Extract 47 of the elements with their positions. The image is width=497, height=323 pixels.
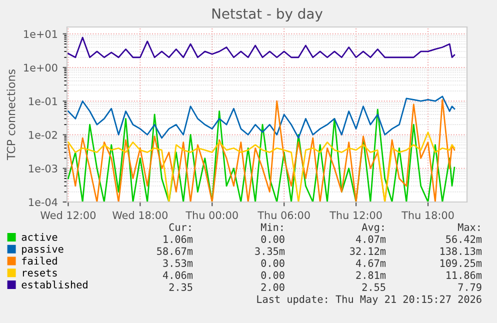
text: 2.81m (356, 271, 386, 279)
legend-label: established (22, 280, 88, 288)
text: 4.07m (356, 235, 386, 243)
line-series (68, 96, 456, 139)
text: 7.79 (458, 283, 482, 291)
y-tick-label: 1e+00 (24, 64, 58, 72)
text: Last update: Thu May 21 20:15:27 2026 (257, 295, 482, 305)
text: 3.35m (255, 247, 285, 255)
text: 109.25m (440, 259, 482, 267)
text: 1.06m (164, 235, 193, 243)
text: Min: (261, 223, 283, 231)
text: 56.42m (446, 235, 482, 243)
line-series (68, 132, 456, 202)
legend-label: active (22, 233, 58, 241)
x-tick-label: Wed 12:00 (40, 211, 96, 220)
y-axis-title: TCP connections (6, 69, 16, 160)
text: 58.67m (157, 247, 193, 255)
text: Avg: (362, 223, 384, 233)
text: 2.35 (169, 283, 192, 291)
x-tick-label: Wed 18:00 (112, 211, 168, 220)
line-series (68, 36, 456, 58)
y-tick-label: 1e-04 (29, 198, 58, 206)
text: 0.00 (261, 235, 284, 243)
text: 3.53m (163, 259, 193, 267)
text: 0.00 (261, 259, 284, 267)
text: 32.12m (350, 247, 386, 255)
x-tick-label: Thu 00:00 (186, 211, 238, 220)
text: 2.00 (261, 283, 284, 291)
chart-title: Netstat - by day (212, 8, 323, 22)
text: 138.13m (440, 247, 482, 255)
text: Cur: (169, 223, 191, 231)
text: 4.06m (162, 271, 193, 279)
y-tick-label: 1e-02 (29, 130, 57, 139)
x-tick-label: Thu 12:00 (330, 211, 382, 220)
legend-label: resets (22, 269, 57, 277)
y-tick-label: 1e-01 (29, 97, 58, 106)
text: 2.55 (362, 283, 386, 291)
y-tick-label: 1e-03 (29, 164, 58, 172)
text: 11.86m (446, 271, 482, 279)
x-tick-label: Thu 06:00 (258, 211, 310, 220)
text: 4.67m (356, 259, 386, 267)
text: Max: (458, 223, 480, 231)
x-tick-label: Thu 18:00 (402, 211, 454, 220)
y-tick-label: 1e+01 (24, 30, 58, 38)
legend-label: passive (22, 244, 64, 255)
text: 0.00 (261, 271, 284, 279)
legend-label: failed (22, 256, 57, 265)
